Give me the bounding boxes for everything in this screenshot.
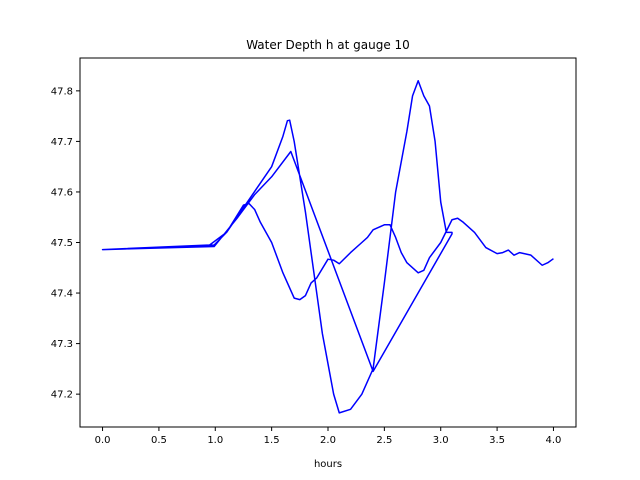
y-tick-label: 47.5 — [51, 238, 73, 249]
x-axis: 0.0 0.5 1.0 1.5 2.0 2.5 3.0 3.5 4.0 — [95, 427, 562, 446]
x-tick-label: 4.0 — [546, 435, 562, 446]
y-tick-label: 47.2 — [51, 390, 73, 401]
x-tick-label: 2.5 — [376, 435, 392, 446]
y-axis: 47.2 47.3 47.4 47.5 47.6 47.7 47.8 — [51, 86, 80, 401]
x-tick-label: 1.5 — [264, 435, 280, 446]
x-tick-label: 0.0 — [95, 435, 111, 446]
plot-area — [101, 80, 554, 414]
y-tick-label: 47.7 — [51, 137, 73, 148]
x-axis-label: hours — [314, 459, 342, 470]
y-tick-label: 47.3 — [51, 339, 73, 350]
y-tick-label: 47.6 — [51, 187, 73, 198]
series-line-0 — [101, 80, 554, 414]
chart-title: Water Depth h at gauge 10 — [246, 38, 410, 52]
y-tick-label: 47.4 — [51, 289, 73, 300]
x-tick-label: 3.0 — [433, 435, 449, 446]
x-tick-label: 3.5 — [489, 435, 505, 446]
x-tick-label: 1.0 — [207, 435, 223, 446]
x-tick-label: 2.0 — [320, 435, 336, 446]
y-tick-label: 47.8 — [51, 86, 73, 97]
x-tick-label: 0.5 — [151, 435, 167, 446]
